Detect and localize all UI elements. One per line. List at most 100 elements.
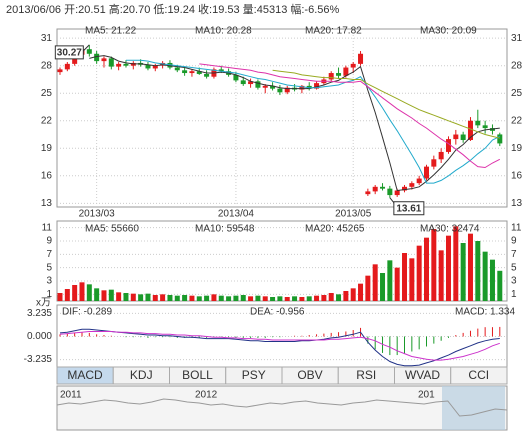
navigator-year: 201 <box>418 390 435 401</box>
volume-bar <box>123 293 129 301</box>
volume-bar <box>365 275 371 301</box>
candle-body <box>438 151 444 160</box>
candle-body <box>299 85 305 90</box>
volume-bar <box>182 295 188 301</box>
candle-body <box>394 190 400 196</box>
volume-bar <box>79 282 85 301</box>
navigator-line <box>56 398 508 417</box>
candle-body <box>314 83 320 89</box>
candle-body <box>424 166 429 179</box>
y-tick-label: 31 <box>41 33 53 44</box>
legend-entry: MA5: 21.22 <box>85 26 137 37</box>
x-tick-label: 2013/04 <box>218 209 255 220</box>
candle-body <box>145 64 151 69</box>
y-tick-label: 3 <box>46 276 52 287</box>
volume-bar <box>409 258 415 301</box>
candle-body <box>174 67 180 71</box>
ma-line <box>199 63 501 169</box>
navigator[interactable] <box>56 385 508 431</box>
candle-body <box>445 139 451 152</box>
volume-bar <box>94 288 100 301</box>
candle-body <box>182 70 188 74</box>
candle-body <box>482 125 488 129</box>
min-label: 13.61 <box>396 203 421 214</box>
y-tick-label: 1 <box>46 289 52 300</box>
navigator-year: 2012 <box>195 390 218 401</box>
candle-body <box>189 71 195 74</box>
volume-bar <box>130 293 136 301</box>
y-tick-label: 1 <box>511 289 517 300</box>
volume-bar <box>350 288 356 301</box>
volume-bar <box>204 295 210 301</box>
volume-bar <box>482 251 488 301</box>
candle-body <box>204 73 210 77</box>
volume-bar <box>343 291 349 301</box>
min-box <box>393 201 425 216</box>
volume-bar <box>108 289 114 301</box>
navigator-year: 2011 <box>60 390 82 401</box>
volume-bar <box>394 267 400 301</box>
tab-label[interactable]: RSI <box>356 368 376 382</box>
candle-body <box>336 73 342 76</box>
y-tick-label: 25 <box>41 88 53 99</box>
candle-body <box>372 186 378 192</box>
candle-body <box>270 85 276 89</box>
tab-label[interactable]: KDJ <box>130 368 153 382</box>
y-tick-label: 7 <box>511 249 517 260</box>
volume-bar <box>467 233 473 301</box>
tab-label[interactable]: MACD <box>67 368 103 382</box>
volume-bar <box>240 295 246 301</box>
legend-entry: MA30: 32474 <box>420 224 480 235</box>
volume-bar <box>475 241 481 301</box>
y-tick-label: 3.235 <box>27 308 52 319</box>
volume-bar <box>387 260 393 301</box>
legend-entry: MA10: 20.28 <box>195 26 252 37</box>
max-box <box>54 45 84 60</box>
navigator-window[interactable] <box>442 386 505 430</box>
volume-bar <box>138 294 144 301</box>
candle-body <box>248 81 254 85</box>
volume-bar <box>226 296 232 301</box>
volume-bar <box>72 285 78 301</box>
tab-label[interactable]: PSY <box>242 368 266 382</box>
candle-body <box>218 69 224 72</box>
y-tick-label: 13 <box>41 198 53 209</box>
candle-body <box>350 63 356 68</box>
legend-entry: MACD: 1.334 <box>455 307 515 318</box>
max-label: 30.27 <box>57 48 82 59</box>
candle-body <box>497 134 503 144</box>
candle-body <box>416 178 422 184</box>
y-tick-label: 16 <box>41 170 53 181</box>
tab-label[interactable]: OBV <box>297 368 322 382</box>
y-tick-label: 9 <box>46 236 52 247</box>
tab-label[interactable]: WVAD <box>405 368 440 382</box>
volume-bar <box>211 294 217 301</box>
ma-line <box>89 55 500 192</box>
candle-body <box>380 186 386 189</box>
volume-bar <box>321 295 327 301</box>
volume-bar <box>497 270 503 301</box>
candle-body <box>343 67 349 76</box>
candle-body <box>365 191 371 195</box>
volume-bar <box>372 264 378 301</box>
tab-label[interactable]: CCI <box>468 368 489 382</box>
y-tick-label: 0.000 <box>27 331 52 342</box>
volume-bar <box>424 237 429 301</box>
volume-bar <box>86 284 92 301</box>
y-tick-label: 19 <box>511 143 523 154</box>
volume-bar <box>270 297 276 301</box>
volume-bar <box>402 253 408 301</box>
indicator-tab[interactable] <box>450 366 508 385</box>
volume-bar <box>416 245 422 301</box>
candle-body <box>64 63 70 70</box>
candle-body <box>123 63 129 66</box>
tab-label[interactable]: BOLL <box>182 368 213 382</box>
min-pointer <box>389 197 395 204</box>
quote-header: 2013/06/06 开:20.51 高:20.70 低:19.24 收:19.… <box>6 2 339 16</box>
candle-body <box>86 49 92 54</box>
y-tick-label: 5 <box>511 262 517 273</box>
candle-body <box>402 186 408 191</box>
candle-body <box>431 159 437 167</box>
y-tick-label: 11 <box>42 222 53 233</box>
candle-body <box>409 183 415 187</box>
